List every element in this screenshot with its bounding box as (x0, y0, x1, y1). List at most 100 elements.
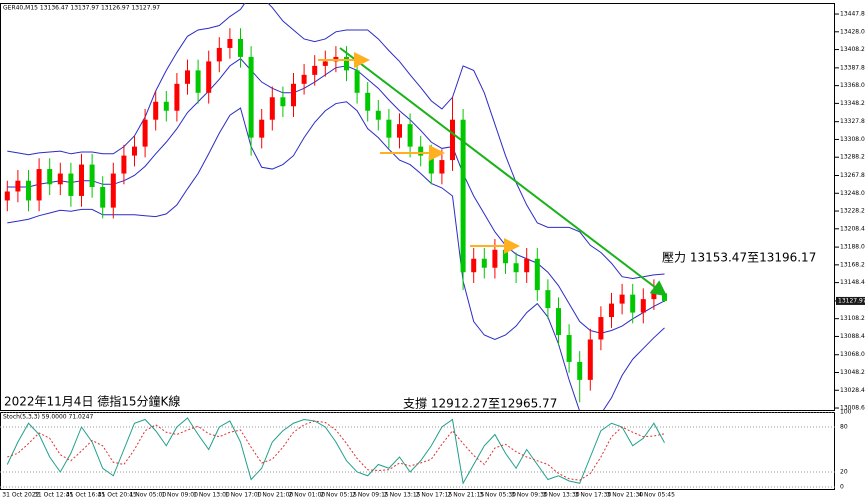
candle-body (492, 249, 498, 268)
y-tick-label: 13188.00 (840, 244, 865, 251)
band-middle (7, 58, 665, 334)
x-tick-label: 2 Nov 01:00 (289, 492, 326, 499)
x-tick-label: 1 Nov 13:00 (193, 492, 230, 499)
candle-body (471, 258, 477, 273)
candle-body (26, 180, 31, 201)
candle-body (662, 293, 667, 301)
x-tick-label: 3 Nov 21:30 (607, 492, 644, 499)
candle-body (142, 119, 148, 147)
y-tick-label: 13348.20 (840, 100, 865, 107)
x-tick-label: 1 Nov 17:00 (225, 492, 262, 499)
y-tick-label: 100 (840, 409, 852, 416)
chart-title: GER40,M15 13136.47 13137.97 13126.97 131… (3, 5, 160, 12)
stoch-panel (0, 412, 835, 490)
candle-body (100, 186, 106, 208)
y-tick-label: 13208.40 (840, 225, 865, 232)
candle-body (216, 47, 222, 62)
candle-body (566, 335, 572, 362)
x-tick-label: 3 Nov 17:30 (575, 492, 612, 499)
y-tick-label: 13267.80 (840, 172, 865, 179)
y-tick-label: 80 (840, 424, 848, 431)
y-tick-label: 13447.80 (840, 11, 865, 18)
y-tick-label: 13248.00 (840, 190, 865, 197)
candle-body (460, 119, 466, 273)
y-tick-label: 13228.20 (840, 208, 865, 215)
last-price-box (836, 296, 865, 305)
candle-body (577, 361, 583, 380)
y-tick-label: 13008.60 (840, 405, 865, 412)
y-tick-label: 13408.20 (840, 46, 865, 53)
candle-body (248, 56, 254, 138)
annotation: 支撐 12912.27至12965.77 (403, 397, 557, 411)
y-tick-label: 20 (840, 469, 848, 476)
y-tick-label: 13368.00 (840, 82, 865, 89)
x-tick-label: 2 Nov 17:15 (416, 492, 453, 499)
y-tick-label: 13088.40 (840, 333, 865, 340)
x-tick-label: 31 Oct 16:45 (66, 492, 105, 499)
candle-body (57, 173, 63, 185)
last-price-label: 13127.97 (838, 297, 865, 304)
candle-body (609, 303, 614, 318)
candle-body (619, 294, 625, 304)
annotation: 壓力 13153.47至13196.17 (662, 251, 816, 265)
candle-body (36, 169, 42, 201)
y-tick-label: 13288.20 (840, 154, 865, 161)
band-lower (7, 101, 665, 410)
candle-body (195, 70, 201, 93)
candle-body (503, 249, 508, 264)
candle-body (545, 290, 551, 309)
candle-body (121, 155, 127, 174)
candle-body (269, 97, 275, 120)
candle-body (513, 263, 519, 273)
candle-body (322, 61, 328, 66)
candle-body (110, 173, 116, 208)
candle-body (291, 83, 296, 107)
x-tick-label: 3 Nov 13:30 (543, 492, 580, 499)
y-tick-label: 13168.20 (840, 261, 865, 268)
stoch-main (6, 417, 665, 485)
x-tick-label: 31 Oct 20:45 (98, 492, 137, 499)
candle-body (630, 294, 636, 313)
y-tick-label: 13068.00 (840, 351, 865, 358)
x-tick-label: 4 Nov 05:45 (638, 492, 675, 499)
y-tick-label: 0 (840, 484, 844, 491)
candle-body (640, 299, 646, 313)
y-tick-label: 13308.00 (840, 136, 865, 143)
candle-body (312, 65, 318, 75)
candle-body (439, 160, 445, 174)
trend-line (339, 47, 668, 297)
y-tick-label: 13387.80 (840, 64, 865, 71)
candle-body (4, 191, 10, 201)
candle-body (185, 70, 190, 84)
x-tick-label: 2 Nov 13:15 (384, 492, 421, 499)
stoch-signal (7, 420, 665, 481)
candle-body (375, 110, 381, 120)
candle-body (534, 258, 540, 291)
x-tick-label: 3 Nov 05:30 (479, 492, 516, 499)
candle-body (397, 124, 402, 138)
candle-body (386, 119, 392, 138)
candle-body (428, 155, 434, 174)
candle-body (301, 74, 307, 84)
annotation: 2022年11月4日 德指15分鐘K線 (4, 394, 180, 409)
y-tick-label: 13108.20 (840, 315, 865, 322)
candle-body (280, 97, 286, 107)
candle-body (132, 146, 137, 156)
candle-body (227, 38, 233, 48)
y-tick-label: 13428.00 (840, 28, 865, 35)
x-tick-label: 1 Nov 09:00 (161, 492, 198, 499)
candle-body (598, 317, 604, 340)
candle-body (481, 258, 487, 268)
candle-body (259, 119, 265, 138)
x-tick-label: 2 Nov 09:15 (352, 492, 389, 499)
candle-body (68, 173, 74, 196)
y-tick-label: 13048.20 (840, 369, 865, 376)
y-tick-label: 13327.80 (840, 118, 865, 125)
candle-body (163, 101, 169, 111)
candle-body (174, 83, 180, 111)
candle-body (587, 339, 593, 380)
x-tick-label: 31 Oct 2022 (2, 492, 39, 499)
x-tick-label: 3 Nov 09:30 (511, 492, 548, 499)
band-upper (7, 3, 665, 279)
